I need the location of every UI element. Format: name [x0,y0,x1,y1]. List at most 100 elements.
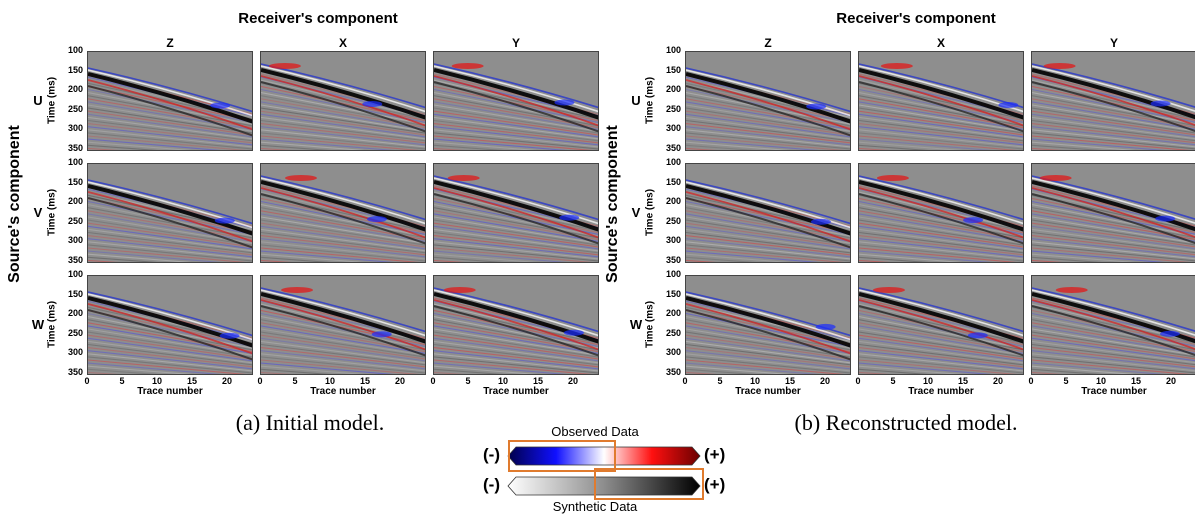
row-label-w: W [629,317,643,332]
y-tick-label: 350 [67,142,83,153]
seismic-panel-v-x [858,163,1024,263]
x-tick-label: 5 [890,376,896,386]
seismic-panel-u-x [858,51,1024,151]
y-axis-label: Time (ms) [644,76,656,125]
x-axis-label: Trace number [1081,386,1147,397]
x-axis-label: Trace number [908,386,974,397]
y-tick-label: 350 [67,254,83,265]
source-component-title: Source's component [6,125,23,283]
y-tick-label: 350 [665,254,681,265]
seismic-panel-u-z [685,51,851,151]
x-tick-label: 15 [186,376,197,386]
y-tick-label: 300 [665,347,681,357]
x-tick-label: 15 [532,376,543,386]
observed-minus-label: (-) [483,445,500,464]
y-tick-label: 100 [665,45,681,55]
row-label-u: U [631,93,641,108]
y-tick-label: 150 [67,288,83,299]
y-tick-label: 200 [67,84,83,94]
row-label-v: V [631,205,641,220]
column-label-y: Y [511,36,520,50]
x-tick-label: 20 [1165,376,1176,386]
x-tick-label: 20 [819,376,830,386]
column-label-x: X [936,36,945,50]
seismic-panel-u-z [87,51,253,151]
column-label-x: X [338,36,347,50]
x-tick-label: 15 [1130,376,1141,386]
y-tick-label: 150 [67,176,83,187]
x-tick-label: 10 [1095,376,1106,386]
row-label-w: W [31,317,45,332]
y-tick-label: 200 [665,84,681,94]
seismic-panel-v-z [87,163,253,263]
x-axis-label: Trace number [483,386,549,397]
y-tick-label: 100 [67,157,83,167]
x-tick-label: 0 [84,376,90,386]
observed-highlight-box [508,440,616,472]
seismic-panel-u-x [260,51,426,151]
x-tick-label: 20 [567,376,578,386]
x-tick-label: 5 [1063,376,1069,386]
y-tick-label: 200 [665,196,681,206]
column-label-z: Z [764,36,772,50]
x-tick-label: 20 [221,376,232,386]
y-axis-label: Time (ms) [46,76,58,125]
x-axis-label: Trace number [735,386,801,397]
x-tick-label: 10 [497,376,508,386]
x-tick-label: 20 [394,376,405,386]
y-tick-label: 250 [67,215,83,226]
x-tick-label: 10 [922,376,933,386]
y-tick-label: 300 [67,347,83,357]
seismic-panel-v-x [260,163,426,263]
x-tick-label: 5 [717,376,723,386]
y-tick-label: 200 [67,196,83,206]
row-label-u: U [33,93,43,108]
y-axis-label: Time (ms) [46,188,58,237]
column-label-z: Z [166,36,174,50]
source-component-title: Source's component [604,125,621,283]
x-tick-label: 15 [784,376,795,386]
y-tick-label: 150 [665,176,681,187]
y-tick-label: 300 [67,123,83,133]
caption: (b) Reconstructed model. [794,410,1018,435]
y-tick-label: 300 [665,235,681,245]
x-tick-label: 15 [359,376,370,386]
seismic-panel-v-y [1031,163,1195,263]
x-axis-label: Trace number [310,386,376,397]
seismic-panel-w-x [260,275,426,375]
observed-plus-label: (+) [704,445,726,464]
y-tick-label: 100 [665,269,681,279]
seismic-panel-w-y [433,275,599,375]
x-tick-label: 0 [855,376,861,386]
seismic-panel-w-y [1031,275,1195,375]
y-axis-label: Time (ms) [644,188,656,237]
seismic-panel-w-z [685,275,851,375]
y-tick-label: 200 [67,308,83,318]
y-tick-label: 300 [665,123,681,133]
row-label-v: V [33,205,43,220]
y-tick-label: 350 [665,142,681,153]
synthetic-minus-label: (-) [483,475,500,494]
receiver-component-title: Receiver's component [238,10,398,27]
x-tick-label: 15 [957,376,968,386]
x-tick-label: 0 [257,376,263,386]
x-tick-label: 0 [1028,376,1034,386]
y-tick-label: 200 [665,308,681,318]
y-tick-label: 250 [67,327,83,338]
y-tick-label: 350 [665,366,681,377]
y-tick-label: 250 [665,103,681,114]
y-tick-label: 300 [67,235,83,245]
y-tick-label: 100 [67,269,83,279]
seismic-panel-w-z [87,275,253,375]
synthetic-colorbar [507,476,701,496]
x-tick-label: 10 [749,376,760,386]
y-tick-label: 100 [67,45,83,55]
x-tick-label: 10 [151,376,162,386]
x-tick-label: 5 [119,376,125,386]
y-tick-label: 250 [67,103,83,114]
column-label-y: Y [1109,36,1118,50]
receiver-component-title: Receiver's component [836,10,996,27]
synthetic-data-label: Synthetic Data [552,499,638,514]
x-tick-label: 10 [324,376,335,386]
y-tick-label: 350 [67,366,83,377]
